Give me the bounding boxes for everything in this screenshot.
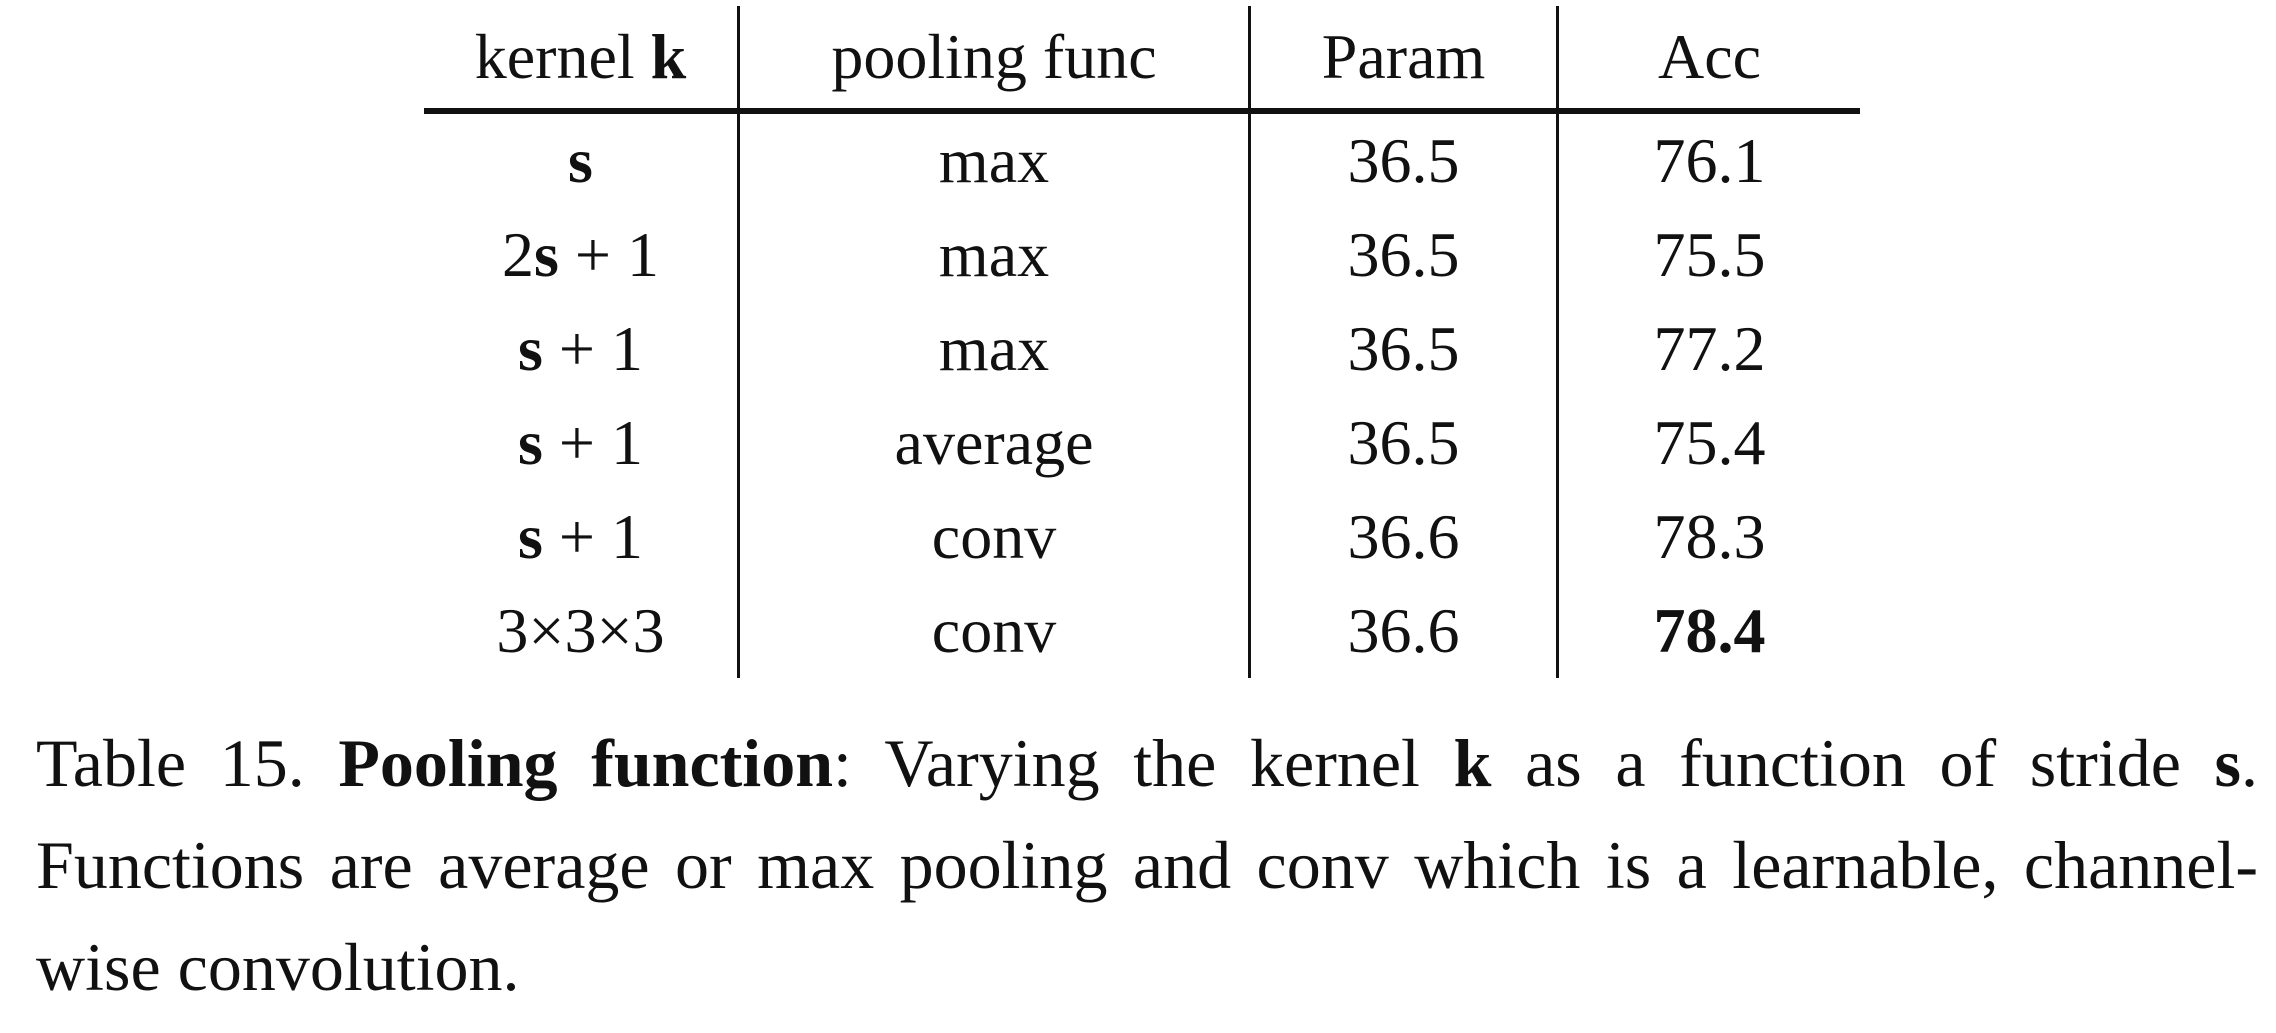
symbol: s: [534, 219, 559, 290]
header-row: kernel k pooling func Param Acc: [424, 6, 1860, 114]
results-table: kernel k pooling func Param Acc s max 36…: [424, 6, 1860, 678]
cell: max: [738, 208, 1251, 302]
cell: conv: [738, 584, 1251, 678]
text: + 1: [542, 407, 643, 478]
header-cell: pooling func: [738, 6, 1251, 114]
cell: conv: [738, 490, 1251, 584]
cell: 36.6: [1249, 584, 1559, 678]
row: s + 1 max 36.5 77.2: [424, 302, 1860, 396]
symbol: s: [568, 125, 593, 196]
caption-label: Table 15.: [36, 725, 305, 801]
symbol: s: [518, 501, 543, 572]
symbol: s: [518, 313, 543, 384]
symbol: s: [518, 407, 543, 478]
cell: 36.5: [1249, 396, 1559, 490]
text: 2: [502, 219, 534, 290]
cell: 75.4: [1653, 407, 1766, 478]
cell: 76.1: [1653, 125, 1766, 196]
cell: 77.2: [1653, 313, 1766, 384]
caption-text: . Functions are average or max pooling a…: [36, 725, 2276, 1005]
cell: 3×3×3: [424, 584, 740, 678]
text: 3×3×3: [496, 595, 665, 666]
cell: s + 1: [424, 490, 740, 584]
cell: max: [738, 111, 1251, 208]
header-symbol: k: [650, 21, 687, 92]
row: 3×3×3 conv 36.6 78.4: [424, 584, 1860, 678]
cell: 78.4: [1558, 584, 1861, 678]
cell: 36.5: [1249, 111, 1559, 208]
caption-symbol: k: [1453, 725, 1492, 801]
text: + 1: [558, 219, 659, 290]
caption-text: as a function of stride: [1491, 725, 2215, 801]
row: s + 1 conv 36.6 78.3: [424, 490, 1860, 584]
header-cell: kernel k: [424, 6, 740, 114]
caption-title: Pooling function: [338, 725, 834, 801]
row: s + 1 average 36.5 75.4: [424, 396, 1860, 490]
cell: 36.5: [1249, 208, 1559, 302]
cell: max: [738, 302, 1251, 396]
cell: s + 1: [424, 302, 740, 396]
text: + 1: [542, 501, 643, 572]
header-text: kernel: [474, 21, 651, 92]
cell: 36.5: [1249, 302, 1559, 396]
caption-symbol: s: [2214, 725, 2242, 801]
cell: 75.5: [1653, 219, 1766, 290]
cell: 2s + 1: [424, 208, 740, 302]
caption: Table 15. Pooling function: Varying the …: [36, 712, 2258, 1018]
best-value: 78.4: [1653, 595, 1766, 666]
cell: 36.6: [1249, 490, 1559, 584]
header-cell: Param: [1249, 6, 1559, 114]
row: s max 36.5 76.1: [424, 111, 1860, 208]
cell: s + 1: [424, 396, 740, 490]
text: + 1: [542, 313, 643, 384]
caption-text: : Varying the kernel: [833, 725, 1454, 801]
cell: 78.3: [1653, 501, 1766, 572]
cell: s: [424, 111, 740, 208]
cell: average: [738, 396, 1251, 490]
row: 2s + 1 max 36.5 75.5: [424, 208, 1860, 302]
header-cell: Acc: [1557, 6, 1860, 114]
